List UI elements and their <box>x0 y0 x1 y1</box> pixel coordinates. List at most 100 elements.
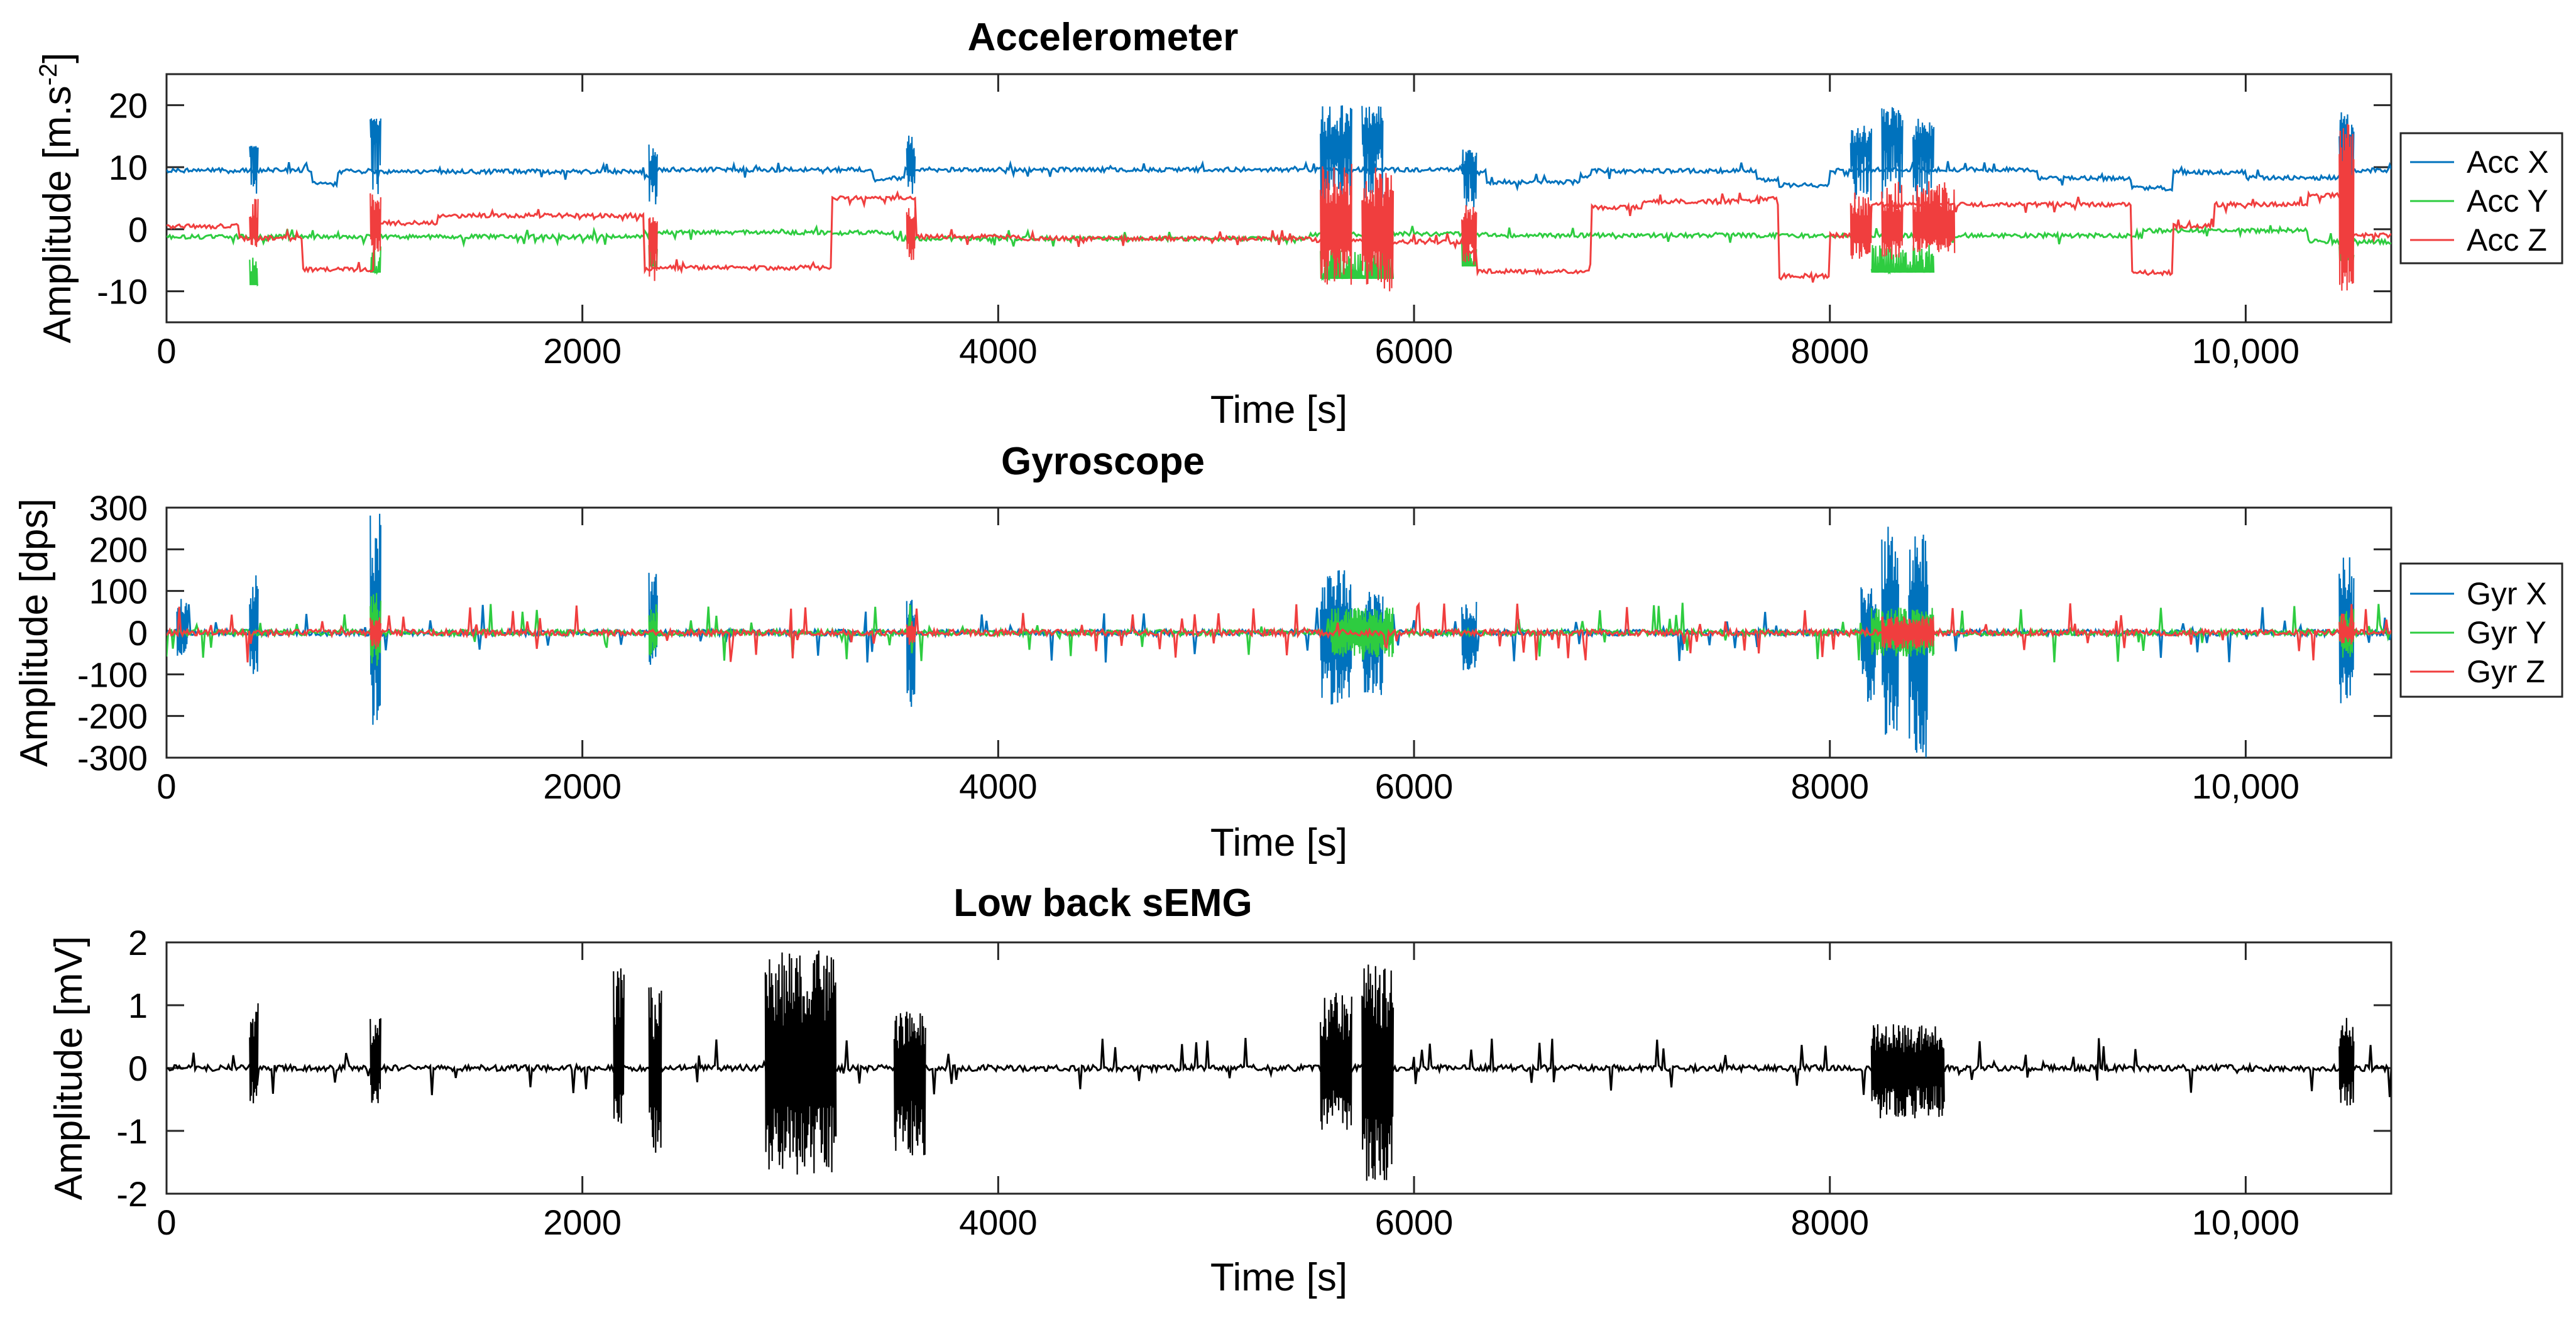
accelerometer-x-tick-label: 8000 <box>1790 331 1869 371</box>
semg-y-tick-label: 1 <box>128 986 148 1025</box>
gyroscope-burst-gyr-z <box>1881 616 1935 649</box>
accelerometer-x-tick-label: 4000 <box>959 331 1038 371</box>
accelerometer-burst-acc-x <box>1881 107 1904 199</box>
semg-series-semg <box>167 1038 2391 1098</box>
semg-burst-semg <box>2338 1018 2355 1106</box>
gyroscope-y-tick-label: -300 <box>77 738 148 778</box>
accelerometer-x-tick-label: 10,000 <box>2192 331 2299 371</box>
gyroscope-y-tick-label: 200 <box>89 530 148 569</box>
semg-x-tick-label: 2000 <box>543 1202 622 1242</box>
panel-accelerometer: Accelerometer 0 2000 4000 6000 8000 10,000 -10… <box>35 16 2563 432</box>
semg-ticks: 0 2000 4000 6000 8000 10,000 -2 -1 0 1 2 <box>116 923 2391 1242</box>
accelerometer-y-tick-label: -10 <box>97 272 148 312</box>
accelerometer-burst-acc-z <box>2338 124 2355 291</box>
gyroscope-x-tick-label: 4000 <box>959 766 1038 806</box>
accelerometer-burst-acc-z <box>370 193 381 252</box>
gyroscope-y-label: Amplitude [dps] <box>13 498 56 766</box>
semg-y-tick-label: -1 <box>116 1111 148 1151</box>
accelerometer-legend-box <box>2399 132 2563 264</box>
accelerometer-burst-acc-x <box>1850 126 1872 201</box>
semg-y-tick-label: 0 <box>128 1049 148 1088</box>
gyroscope-series <box>167 513 2391 758</box>
accelerometer-burst-acc-z <box>1361 167 1395 292</box>
panel-semg: Low back sEMG 0 2000 4000 6000 8000 10,000 -2 -… <box>47 881 2392 1299</box>
semg-x-label: Time [s] <box>1210 1256 1347 1299</box>
gyroscope-ticks: 0 2000 4000 6000 8000 10,000-300-200-10001002… <box>77 488 2391 806</box>
gyroscope-y-tick-label: 300 <box>89 488 148 528</box>
accelerometer-x-tick-label: 2000 <box>543 331 622 371</box>
accelerometer-x-tick-label: 6000 <box>1375 331 1454 371</box>
accelerometer-legend-label: Acc X <box>2467 144 2549 180</box>
accelerometer-y-label-superscript: -2 <box>35 63 62 86</box>
accelerometer-burst-acc-z <box>648 217 658 281</box>
gyroscope-y-tick-label: -100 <box>77 655 148 694</box>
gyroscope-series-gyr-x <box>167 603 2391 663</box>
accelerometer-series-acc-z <box>167 190 2391 283</box>
accelerometer-series-acc-y <box>167 224 2391 248</box>
accelerometer-legend-label: Acc Y <box>2467 183 2548 219</box>
accelerometer-y-tick-label: 0 <box>128 210 148 249</box>
gyroscope-legend-label: Gyr Z <box>2467 654 2545 689</box>
semg-burst-semg <box>1320 993 1352 1130</box>
gyroscope-x-tick-label: 6000 <box>1375 766 1454 806</box>
semg-burst-semg <box>613 968 625 1124</box>
gyroscope-burst-gyr-y <box>1330 608 1395 658</box>
accelerometer-burst-acc-x <box>648 144 658 205</box>
accelerometer-burst-acc-y <box>370 246 381 276</box>
gyroscope-burst-gyr-x <box>1860 587 1877 702</box>
gyroscope-x-tick-label: 10,000 <box>2192 766 2299 806</box>
accelerometer-burst-acc-x <box>1461 150 1477 207</box>
gyroscope-legend-box <box>2399 562 2563 698</box>
accelerometer-y-tick-label: 10 <box>109 148 148 187</box>
semg-x-tick-label: 4000 <box>959 1202 1038 1242</box>
gyroscope-title: Gyroscope <box>1001 440 1205 483</box>
accelerometer-y-label: Amplitude [m.s-2] <box>35 53 79 344</box>
accelerometer-legend-label: Acc Z <box>2467 222 2547 258</box>
gyroscope-y-tick-label: 100 <box>89 572 148 611</box>
accelerometer-burst-acc-z <box>1850 192 1872 259</box>
gyroscope-legend-entries: Gyr X Gyr Y Gyr Z <box>2410 576 2547 689</box>
gyroscope-x-label: Time [s] <box>1210 821 1347 864</box>
accelerometer-x-tick-label: 0 <box>156 331 176 371</box>
accelerometer-burst-acc-x <box>249 146 259 194</box>
gyroscope-x-tick-label: 8000 <box>1790 766 1869 806</box>
gyroscope-x-tick-label: 2000 <box>543 766 622 806</box>
semg-burst-semg <box>1870 1024 1945 1119</box>
gyroscope-burst-gyr-x <box>906 599 916 707</box>
accelerometer-burst-acc-x <box>906 135 916 194</box>
gyroscope-y-tick-label: 0 <box>128 613 148 653</box>
gyroscope-y-tick-label: -200 <box>77 697 148 736</box>
gyroscope-legend-label: Gyr X <box>2467 576 2547 611</box>
accelerometer-y-label-end: ] <box>36 53 79 63</box>
accelerometer-burst-acc-x <box>1361 106 1384 199</box>
accelerometer-x-label: Time [s] <box>1210 388 1347 432</box>
semg-burst-semg <box>893 1011 926 1155</box>
gyroscope-x-tick-label: 0 <box>156 766 176 806</box>
accelerometer-series-acc-x <box>167 160 2391 192</box>
gyroscope-burst-gyr-z <box>906 621 916 645</box>
gyroscope-burst-gyr-z <box>2338 620 2355 645</box>
semg-burst-semg <box>648 987 662 1153</box>
semg-burst-semg <box>1361 964 1395 1181</box>
accelerometer-y-label-main: Amplitude [m.s <box>36 85 79 343</box>
accelerometer-plot-area <box>165 73 2392 324</box>
gyroscope-legend-label: Gyr Y <box>2467 615 2546 650</box>
gyroscope-burst-gyr-x <box>249 575 259 674</box>
accelerometer-burst-acc-y <box>249 258 259 287</box>
semg-series <box>167 950 2391 1181</box>
gyroscope-burst-gyr-z <box>370 617 381 649</box>
gyroscope-burst-gyr-x <box>1320 570 1352 705</box>
semg-x-tick-label: 6000 <box>1375 1202 1454 1242</box>
semg-x-tick-label: 8000 <box>1790 1202 1869 1242</box>
accelerometer-burst-acc-y <box>648 243 658 269</box>
accelerometer-burst-acc-z <box>249 199 259 248</box>
semg-burst-semg <box>764 950 837 1175</box>
accelerometer-burst-acc-x <box>370 118 381 194</box>
accelerometer-burst-acc-z <box>1912 181 1956 253</box>
accelerometer-burst-acc-x <box>1912 118 1935 202</box>
semg-x-tick-label: 0 <box>156 1202 176 1242</box>
